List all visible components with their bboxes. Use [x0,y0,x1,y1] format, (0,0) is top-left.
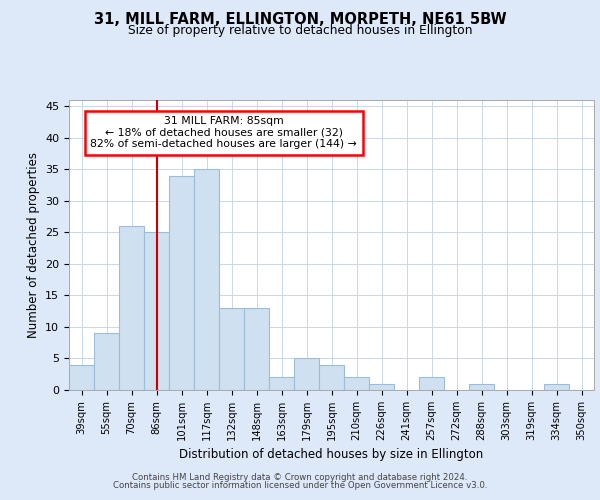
Bar [219,308,244,390]
Bar [469,384,494,390]
Text: Contains HM Land Registry data © Crown copyright and database right 2024.: Contains HM Land Registry data © Crown c… [132,472,468,482]
Text: 31 MILL FARM: 85sqm
← 18% of detached houses are smaller (32)
82% of semi-detach: 31 MILL FARM: 85sqm ← 18% of detached ho… [91,116,357,149]
Y-axis label: Number of detached properties: Number of detached properties [26,152,40,338]
Bar [69,365,94,390]
Text: Size of property relative to detached houses in Ellington: Size of property relative to detached ho… [128,24,472,37]
X-axis label: Distribution of detached houses by size in Ellington: Distribution of detached houses by size … [179,448,484,462]
Bar [369,384,394,390]
Text: Contains public sector information licensed under the Open Government Licence v3: Contains public sector information licen… [113,481,487,490]
Text: 31, MILL FARM, ELLINGTON, MORPETH, NE61 5BW: 31, MILL FARM, ELLINGTON, MORPETH, NE61 … [94,12,506,28]
Bar [319,365,344,390]
Bar [344,378,369,390]
Bar [194,170,219,390]
Bar [94,334,119,390]
Bar [144,232,169,390]
Bar [119,226,144,390]
Bar [169,176,194,390]
Bar [294,358,319,390]
Bar [419,378,444,390]
Bar [244,308,269,390]
Bar [269,378,294,390]
Bar [544,384,569,390]
